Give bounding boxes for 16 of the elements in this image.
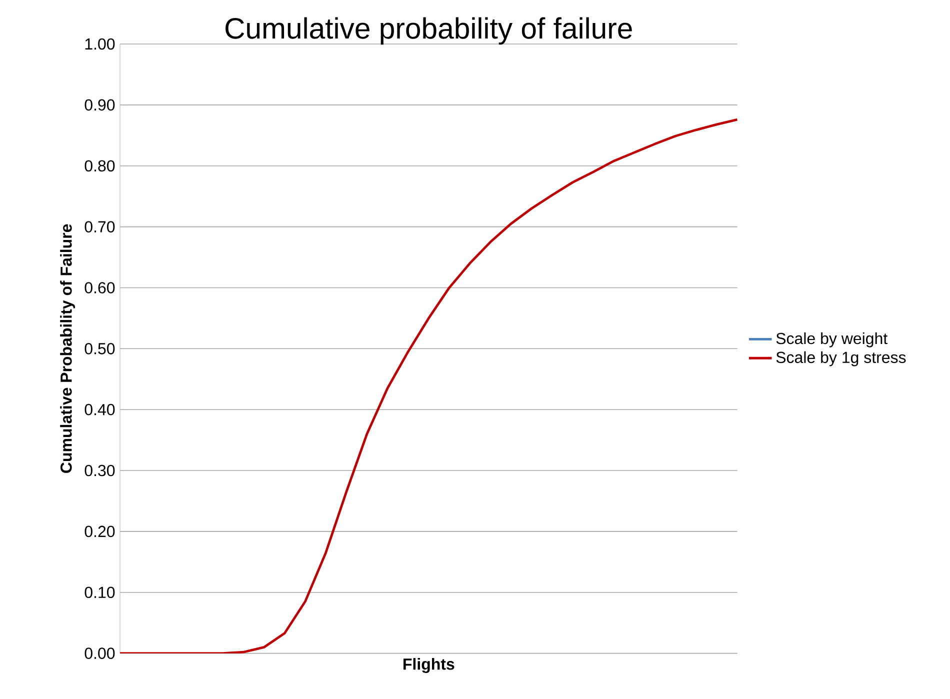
y-axis-title: Cumulative Probability of Failure bbox=[60, 224, 75, 474]
y-tick-label: 0.70 bbox=[84, 221, 115, 233]
y-tick-label: 0.30 bbox=[84, 465, 115, 476]
y-tick-label: 0.40 bbox=[84, 404, 115, 416]
legend-label: Scale by 1g stress bbox=[776, 352, 906, 366]
y-tick-label: 0.90 bbox=[84, 99, 115, 111]
y-tick-label: 0.60 bbox=[84, 282, 115, 294]
y-tick-label: 0.50 bbox=[84, 343, 115, 354]
y-tick-label: 0.10 bbox=[84, 586, 115, 598]
legend-label: Scale by weight bbox=[776, 332, 888, 348]
y-tick-label: 0.80 bbox=[84, 160, 115, 172]
chart-title: Cumulative probability of failure bbox=[226, 17, 632, 45]
x-axis-title: Flights bbox=[404, 658, 454, 674]
y-tick-label: 1.00 bbox=[85, 38, 115, 50]
y-tick-label: 0.00 bbox=[84, 648, 115, 660]
y-tick-label: 0.20 bbox=[84, 526, 115, 538]
